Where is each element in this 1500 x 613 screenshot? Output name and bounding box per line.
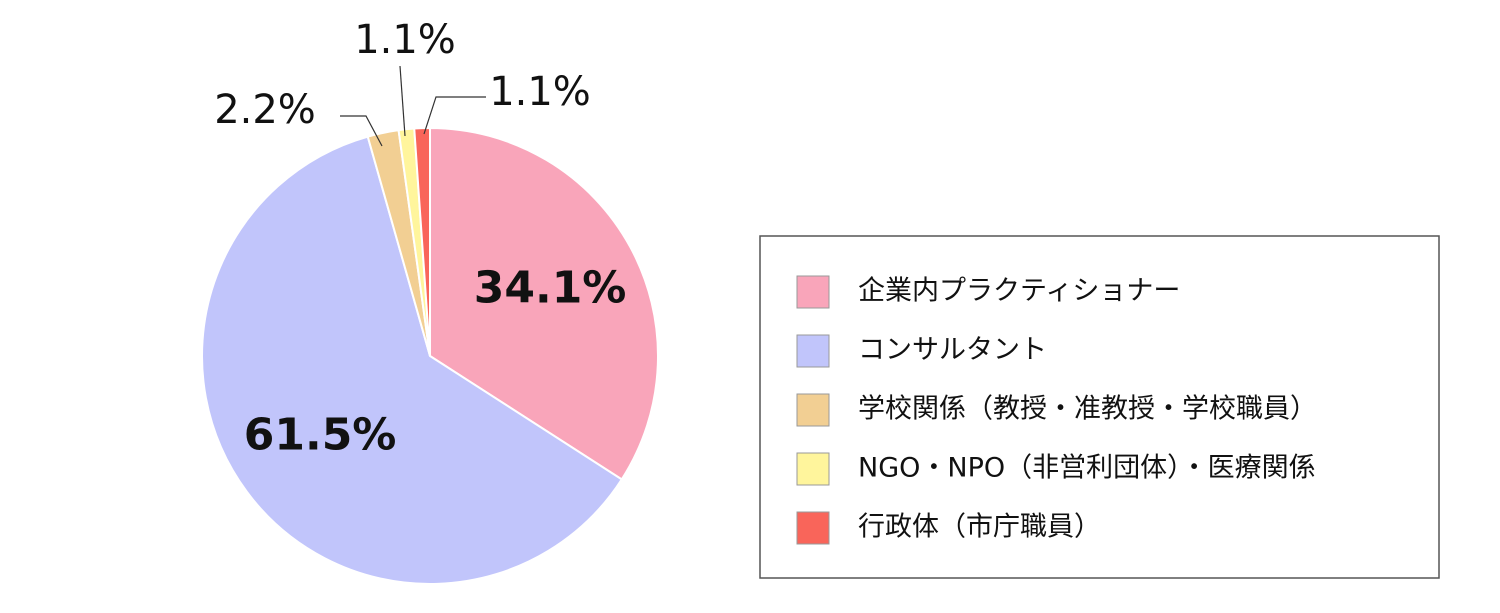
leader-line	[340, 115, 383, 147]
legend-label: 学校関係（教授・准教授・学校職員）	[858, 394, 1317, 425]
legend-swatch	[796, 511, 830, 545]
legend-label: 企業内プラクティショナー	[858, 276, 1180, 307]
value-label: 2.2%	[214, 87, 316, 133]
legend-swatch	[796, 393, 830, 427]
legend-label: NGO・NPO（非営利団体）・医療関係	[858, 453, 1316, 484]
legend-swatch	[796, 452, 830, 486]
legend-swatch	[796, 334, 830, 368]
value-label: 34.1%	[474, 262, 627, 313]
legend-swatch	[796, 275, 830, 309]
pie-slice	[201, 135, 624, 585]
legend-box	[759, 235, 1440, 579]
leader-line	[399, 65, 406, 137]
value-label: 1.1%	[354, 17, 456, 63]
legend-label: コンサルタント	[858, 335, 1047, 366]
value-label: 61.5%	[244, 409, 397, 460]
pie-slice	[413, 126, 431, 357]
value-label: 1.1%	[489, 69, 591, 115]
leader-line	[423, 96, 486, 135]
legend-label: 行政体（市庁職員）	[858, 512, 1101, 543]
